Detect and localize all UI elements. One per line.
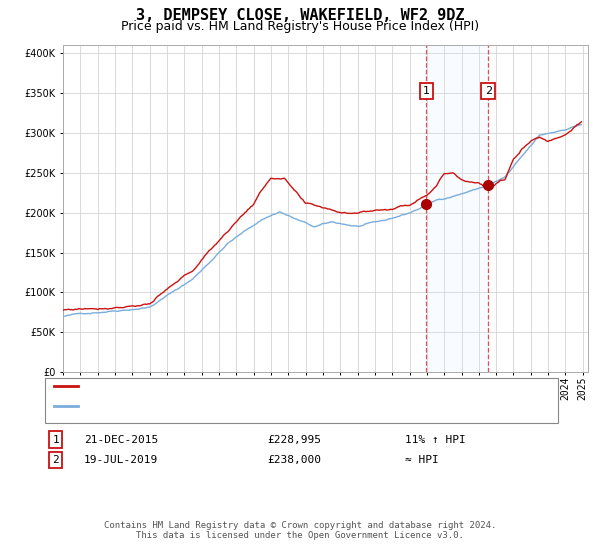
Text: 3, DEMPSEY CLOSE, WAKEFIELD, WF2 9DZ: 3, DEMPSEY CLOSE, WAKEFIELD, WF2 9DZ <box>136 8 464 24</box>
Text: 19-JUL-2019: 19-JUL-2019 <box>84 455 158 465</box>
Text: 2: 2 <box>52 455 59 465</box>
Text: HPI: Average price, detached house, Wakefield: HPI: Average price, detached house, Wake… <box>84 401 388 411</box>
Text: ≈ HPI: ≈ HPI <box>405 455 439 465</box>
Text: 1: 1 <box>423 86 430 96</box>
Text: 11% ↑ HPI: 11% ↑ HPI <box>405 435 466 445</box>
Text: 3, DEMPSEY CLOSE, WAKEFIELD, WF2 9DZ (detached house): 3, DEMPSEY CLOSE, WAKEFIELD, WF2 9DZ (de… <box>84 381 442 391</box>
Text: 1: 1 <box>52 435 59 445</box>
Text: Price paid vs. HM Land Registry's House Price Index (HPI): Price paid vs. HM Land Registry's House … <box>121 20 479 32</box>
Text: 21-DEC-2015: 21-DEC-2015 <box>84 435 158 445</box>
Text: £228,995: £228,995 <box>267 435 321 445</box>
Text: Contains HM Land Registry data © Crown copyright and database right 2024.
This d: Contains HM Land Registry data © Crown c… <box>104 521 496 540</box>
Bar <box>427 45 488 372</box>
Text: 2: 2 <box>485 86 492 96</box>
Text: £238,000: £238,000 <box>267 455 321 465</box>
